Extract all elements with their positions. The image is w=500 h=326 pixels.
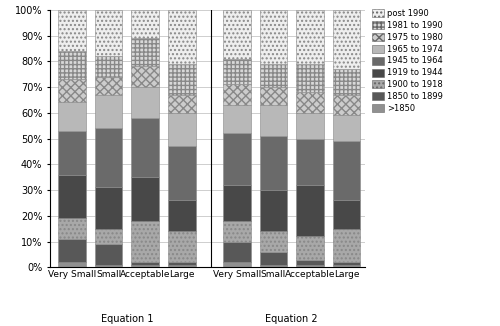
Bar bbox=[296, 265, 324, 267]
Bar bbox=[260, 231, 287, 252]
Bar bbox=[168, 200, 196, 231]
Bar bbox=[260, 252, 287, 265]
Bar bbox=[58, 218, 86, 239]
Bar bbox=[95, 244, 122, 265]
Bar bbox=[132, 262, 159, 265]
Bar bbox=[168, 64, 196, 95]
Bar bbox=[58, 175, 86, 218]
Bar bbox=[168, 10, 196, 64]
Bar bbox=[132, 265, 159, 267]
Bar bbox=[132, 87, 159, 118]
Bar bbox=[296, 92, 324, 113]
Bar bbox=[132, 177, 159, 221]
Bar bbox=[223, 242, 250, 262]
Bar bbox=[296, 139, 324, 185]
Bar bbox=[296, 64, 324, 92]
Bar bbox=[223, 59, 250, 84]
Bar bbox=[95, 229, 122, 244]
Bar bbox=[333, 141, 360, 200]
Text: Equation 2: Equation 2 bbox=[266, 314, 318, 324]
Bar bbox=[223, 10, 250, 59]
Bar bbox=[168, 262, 196, 265]
Bar bbox=[58, 239, 86, 262]
Bar bbox=[168, 95, 196, 113]
Bar bbox=[260, 10, 287, 64]
Bar bbox=[132, 10, 159, 38]
Bar bbox=[333, 10, 360, 69]
Bar bbox=[95, 56, 122, 77]
Bar bbox=[95, 77, 122, 95]
Bar bbox=[296, 259, 324, 265]
Bar bbox=[58, 79, 86, 102]
Bar bbox=[58, 10, 86, 51]
Bar bbox=[58, 131, 86, 175]
Bar bbox=[223, 133, 250, 185]
Bar bbox=[260, 190, 287, 231]
Bar bbox=[260, 64, 287, 87]
Bar bbox=[260, 136, 287, 190]
Bar bbox=[260, 87, 287, 105]
Bar bbox=[132, 38, 159, 67]
Bar bbox=[333, 115, 360, 141]
Bar bbox=[223, 221, 250, 242]
Bar bbox=[132, 67, 159, 87]
Bar bbox=[168, 113, 196, 146]
Bar bbox=[132, 221, 159, 262]
Bar bbox=[260, 265, 287, 267]
Bar bbox=[260, 105, 287, 136]
Bar bbox=[333, 262, 360, 265]
Bar bbox=[95, 187, 122, 229]
Legend: post 1990, 1981 to 1990, 1975 to 1980, 1965 to 1974, 1945 to 1964, 1919 to 1944,: post 1990, 1981 to 1990, 1975 to 1980, 1… bbox=[372, 9, 443, 113]
Bar bbox=[333, 265, 360, 267]
Bar bbox=[223, 262, 250, 267]
Bar bbox=[95, 128, 122, 187]
Bar bbox=[223, 105, 250, 133]
Bar bbox=[58, 102, 86, 131]
Bar bbox=[95, 95, 122, 128]
Text: Equation 1: Equation 1 bbox=[100, 314, 153, 324]
Bar bbox=[95, 10, 122, 56]
Bar bbox=[168, 146, 196, 200]
Bar bbox=[296, 113, 324, 139]
Bar bbox=[223, 185, 250, 221]
Bar bbox=[296, 10, 324, 64]
Bar bbox=[333, 200, 360, 229]
Bar bbox=[296, 236, 324, 259]
Bar bbox=[296, 185, 324, 236]
Bar bbox=[333, 95, 360, 115]
Bar bbox=[168, 265, 196, 267]
Bar bbox=[95, 265, 122, 267]
Bar bbox=[223, 84, 250, 105]
Bar bbox=[333, 69, 360, 95]
Bar bbox=[58, 262, 86, 267]
Bar bbox=[132, 118, 159, 177]
Bar bbox=[58, 51, 86, 79]
Bar bbox=[333, 229, 360, 262]
Bar bbox=[168, 231, 196, 262]
